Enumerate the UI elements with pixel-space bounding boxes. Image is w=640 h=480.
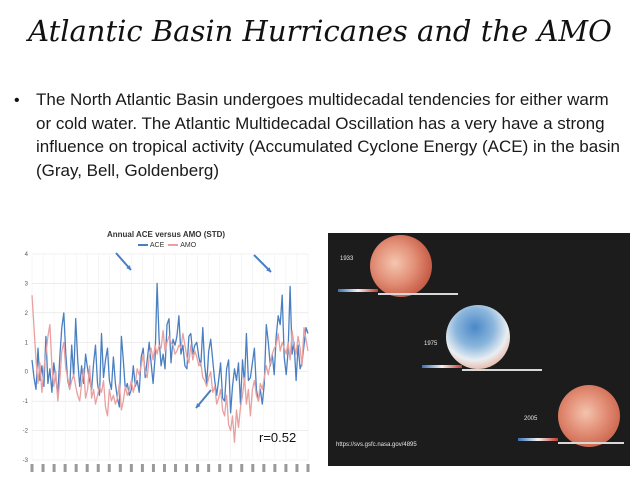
legend-label-amo: AMO <box>180 242 197 249</box>
color-scale-1933 <box>338 289 378 292</box>
y-tick-label: -1 <box>23 399 29 405</box>
x-tick-label <box>207 464 211 472</box>
x-tick-label <box>229 464 233 472</box>
legend-swatch-amo <box>168 244 179 247</box>
y-tick-label: 1 <box>25 340 29 346</box>
x-tick-label <box>140 464 144 472</box>
timeline-bar-1933 <box>378 293 458 295</box>
x-tick-label <box>107 464 111 472</box>
chart-plot: 4 3 2 1 0 -1 -2 -3 <box>23 252 310 472</box>
x-tick-label <box>96 464 100 472</box>
x-tick-label <box>273 464 277 472</box>
x-tick-label <box>129 464 133 472</box>
slide-title: Atlantic Basin Hurricanes and the AMO <box>28 14 612 48</box>
y-tick-label: 4 <box>25 252 29 258</box>
x-tick-label <box>85 464 89 472</box>
sst-globe-2005 <box>558 385 620 447</box>
x-tick-label <box>63 464 67 472</box>
annotation-arrowhead <box>266 267 271 272</box>
timeline-bar-1975 <box>462 369 542 371</box>
legend-label-ace: ACE <box>149 242 165 249</box>
x-tick-label <box>240 464 244 472</box>
x-tick-label <box>306 464 310 472</box>
y-tick-label: -2 <box>23 429 29 435</box>
x-tick-label <box>251 464 255 472</box>
x-tick-label <box>30 464 34 472</box>
chart-title: Annual ACE versus AMO (STD) <box>106 230 226 239</box>
chart-legend: ACE AMO <box>16 242 316 249</box>
map-year-1933: 1933 <box>340 256 354 262</box>
x-tick-label <box>185 464 189 472</box>
x-tick-label <box>41 464 45 472</box>
x-tick-label <box>262 464 266 472</box>
y-tick-label: 2 <box>25 311 29 317</box>
sst-globe-1933 <box>370 235 432 297</box>
ace-amo-chart: Annual ACE versus AMO (STD) ACE AMO 4 3 2 1… <box>16 228 316 478</box>
annotation-arrowhead <box>196 403 201 408</box>
x-tick-label <box>174 464 178 472</box>
x-tick-label <box>74 464 78 472</box>
x-tick-label <box>52 464 56 472</box>
bullet-item: • The North Atlantic Basin undergoes mul… <box>14 88 626 182</box>
legend-swatch-ace <box>137 244 148 247</box>
color-scale-2005 <box>518 438 558 441</box>
x-tick-label <box>295 464 299 472</box>
source-url: https://svs.gsfc.nasa.gov/4895 <box>336 442 417 448</box>
bullet-dot: • <box>14 92 20 109</box>
map-year-1975: 1975 <box>424 341 438 347</box>
x-tick-label <box>151 464 155 472</box>
color-scale-1975 <box>422 365 462 368</box>
x-tick-label <box>218 464 222 472</box>
timeline-bar-2005 <box>558 442 624 444</box>
x-tick-label <box>118 464 122 472</box>
x-tick-label <box>162 464 166 472</box>
x-tick-label <box>284 464 288 472</box>
annotation-arrowhead <box>126 265 131 270</box>
map-year-2005: 2005 <box>524 416 538 422</box>
y-tick-label: 0 <box>25 370 29 376</box>
sst-globe-1975 <box>446 305 510 369</box>
correlation-annotation: r=0.52 <box>259 430 297 445</box>
series-line-amo <box>31 295 309 443</box>
y-tick-label: -3 <box>23 458 29 464</box>
sst-map-panel: 1933 1975 2005 https://svs.gsfc.nasa.gov… <box>328 233 630 466</box>
series-line-ace <box>31 282 309 414</box>
x-tick-label <box>196 464 200 472</box>
bullet-text: The North Atlantic Basin undergoes multi… <box>36 90 620 180</box>
y-tick-label: 3 <box>25 281 29 287</box>
